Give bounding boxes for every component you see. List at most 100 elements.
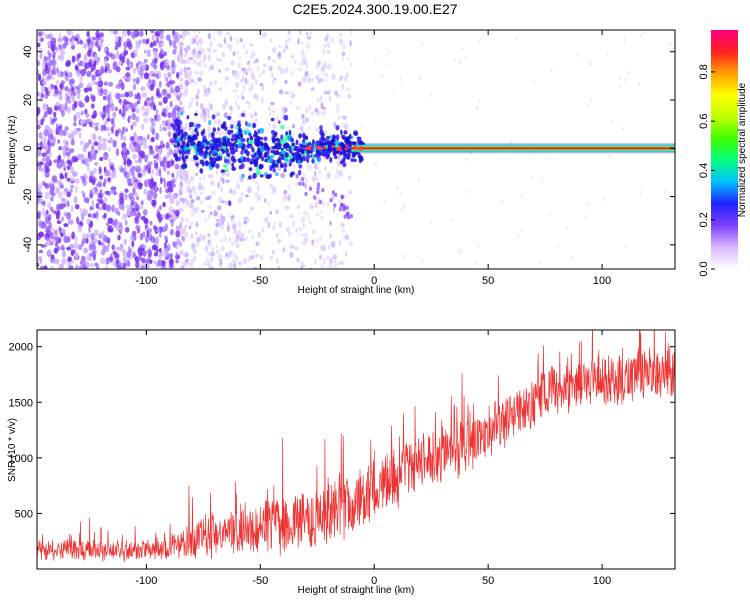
noise-blob bbox=[196, 92, 200, 96]
noise-blob bbox=[338, 199, 342, 203]
carrier-blob bbox=[173, 152, 178, 159]
noise-blob bbox=[322, 245, 327, 252]
carrier-blob bbox=[273, 150, 277, 156]
noise-blob bbox=[637, 82, 641, 87]
noise-blob bbox=[306, 62, 309, 70]
y-tick-label: -40 bbox=[22, 237, 34, 253]
noise-blob bbox=[319, 254, 322, 260]
noise-blob bbox=[120, 51, 124, 57]
carrier-blob bbox=[260, 146, 263, 152]
carrier-blob bbox=[251, 147, 255, 153]
carrier-blob bbox=[184, 155, 189, 160]
noise-blob bbox=[589, 62, 592, 67]
noise-blob bbox=[312, 229, 316, 234]
noise-blob bbox=[141, 123, 145, 131]
noise-blob bbox=[276, 116, 279, 121]
noise-blob bbox=[611, 119, 614, 124]
noise-blob bbox=[153, 63, 158, 70]
noise-blob bbox=[47, 40, 52, 48]
noise-blob bbox=[158, 253, 162, 259]
noise-blob bbox=[213, 230, 219, 236]
noise-blob bbox=[643, 30, 646, 34]
noise-blob bbox=[325, 256, 331, 260]
noise-blob bbox=[348, 175, 352, 180]
noise-blob bbox=[116, 51, 120, 59]
noise-blob bbox=[110, 186, 115, 194]
noise-blob bbox=[161, 260, 166, 267]
noise-blob bbox=[61, 258, 67, 265]
noise-blob bbox=[387, 50, 390, 55]
noise-blob bbox=[70, 184, 75, 189]
noise-blob bbox=[293, 164, 296, 169]
y-tick-label: 0 bbox=[22, 145, 34, 151]
noise-blob bbox=[112, 139, 117, 148]
noise-blob bbox=[194, 109, 198, 113]
noise-blob bbox=[247, 256, 251, 263]
carrier-blob bbox=[230, 150, 235, 155]
carrier-blob bbox=[271, 138, 276, 143]
noise-blob bbox=[229, 105, 233, 111]
noise-blob bbox=[290, 251, 293, 258]
noise-blob bbox=[142, 209, 148, 216]
noise-blob bbox=[71, 55, 76, 63]
noise-blob bbox=[235, 256, 239, 261]
noise-blob bbox=[211, 266, 214, 269]
noise-blob bbox=[130, 136, 135, 141]
x-tick-label: -100 bbox=[135, 275, 157, 287]
noise-blob bbox=[254, 118, 259, 123]
noise-blob bbox=[228, 112, 233, 116]
noise-blob bbox=[303, 210, 308, 216]
noise-blob bbox=[282, 48, 286, 54]
noise-blob bbox=[89, 194, 93, 199]
carrier-blob bbox=[319, 129, 324, 135]
noise-blob bbox=[209, 211, 213, 216]
carrier-blob bbox=[241, 173, 245, 179]
noise-blob bbox=[47, 73, 53, 80]
noise-blob bbox=[149, 220, 153, 226]
noise-blob bbox=[215, 218, 221, 223]
noise-blob bbox=[53, 111, 57, 118]
noise-blob bbox=[118, 36, 122, 42]
noise-blob bbox=[156, 92, 162, 99]
carrier-blob bbox=[256, 171, 261, 175]
noise-blob bbox=[219, 258, 223, 266]
noise-blob bbox=[67, 236, 70, 243]
carrier-blob bbox=[323, 152, 328, 157]
colorbar-gradient bbox=[711, 30, 738, 269]
noise-blob bbox=[261, 85, 265, 92]
noise-blob bbox=[103, 178, 107, 185]
noise-blob bbox=[38, 249, 44, 254]
noise-blob bbox=[40, 37, 44, 42]
noise-blob bbox=[277, 265, 281, 269]
noise-blob bbox=[111, 126, 114, 134]
noise-blob bbox=[516, 233, 519, 238]
noise-blob bbox=[314, 175, 319, 182]
noise-blob bbox=[587, 103, 591, 108]
noise-blob bbox=[207, 32, 212, 40]
carrier-blob bbox=[181, 150, 186, 156]
noise-blob bbox=[98, 70, 104, 74]
noise-blob bbox=[209, 265, 212, 269]
noise-blob bbox=[38, 131, 43, 139]
noise-blob bbox=[322, 257, 326, 265]
noise-blob bbox=[102, 88, 108, 96]
carrier-blob bbox=[221, 123, 226, 129]
noise-blob bbox=[76, 58, 80, 62]
noise-blob bbox=[135, 261, 140, 269]
noise-blob bbox=[42, 207, 45, 215]
noise-blob bbox=[622, 126, 625, 131]
noise-blob bbox=[122, 213, 128, 220]
noise-blob bbox=[222, 51, 225, 58]
noise-blob bbox=[60, 184, 65, 189]
noise-blob bbox=[271, 250, 276, 255]
noise-blob bbox=[179, 71, 183, 76]
noise-blob bbox=[310, 31, 313, 35]
noise-blob bbox=[192, 80, 197, 86]
noise-blob bbox=[50, 133, 54, 140]
noise-blob bbox=[41, 93, 44, 98]
noise-blob bbox=[153, 260, 157, 265]
noise-blob bbox=[329, 232, 332, 239]
carrier-blob bbox=[306, 158, 310, 163]
carrier-blob bbox=[231, 162, 235, 168]
colorbar-tick-label: 0.4 bbox=[698, 163, 710, 178]
